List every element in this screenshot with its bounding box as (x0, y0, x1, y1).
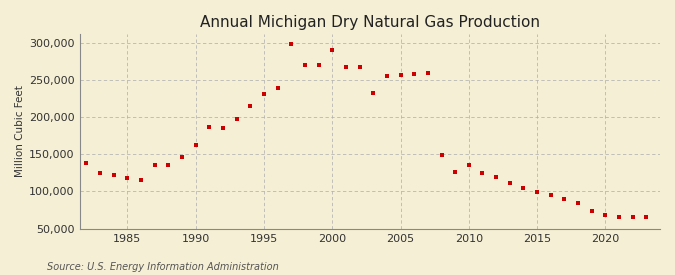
Point (286, 42, 297, 46)
Point (177, 154, 188, 159)
Point (491, 174, 502, 179)
Point (518, 186, 529, 190)
Point (464, 163, 475, 168)
Point (572, 201, 583, 206)
Text: Source: U.S. Energy Information Administration: Source: U.S. Energy Information Administ… (47, 262, 279, 272)
Point (136, 178, 146, 183)
Point (409, 72, 420, 76)
Point (109, 173, 119, 177)
Point (614, 214, 624, 219)
Point (354, 64, 365, 69)
Title: Annual Michigan Dry Natural Gas Production: Annual Michigan Dry Natural Gas Producti… (200, 15, 540, 30)
Point (477, 171, 488, 175)
Point (423, 70, 433, 75)
Point (217, 126, 228, 131)
Point (95, 171, 105, 175)
Point (232, 117, 242, 122)
Point (504, 180, 515, 185)
Point (272, 86, 283, 90)
Y-axis label: Million Cubic Feet: Million Cubic Feet (15, 85, 25, 177)
Point (587, 209, 597, 213)
Point (81, 161, 92, 166)
Point (149, 163, 160, 167)
Point (368, 90, 379, 95)
Point (436, 153, 447, 157)
Point (190, 142, 201, 147)
Point (245, 104, 256, 108)
Point (600, 213, 611, 218)
Point (381, 73, 392, 78)
Point (395, 73, 406, 77)
Point (532, 190, 543, 194)
Point (122, 176, 133, 180)
Point (545, 193, 556, 197)
Point (327, 47, 338, 52)
Point (450, 170, 460, 174)
Point (559, 197, 570, 201)
Point (259, 92, 269, 96)
Point (627, 214, 638, 219)
Point (300, 63, 310, 67)
Point (340, 64, 351, 69)
Point (163, 163, 173, 167)
Point (641, 215, 652, 220)
Point (313, 63, 324, 67)
Point (204, 125, 215, 129)
